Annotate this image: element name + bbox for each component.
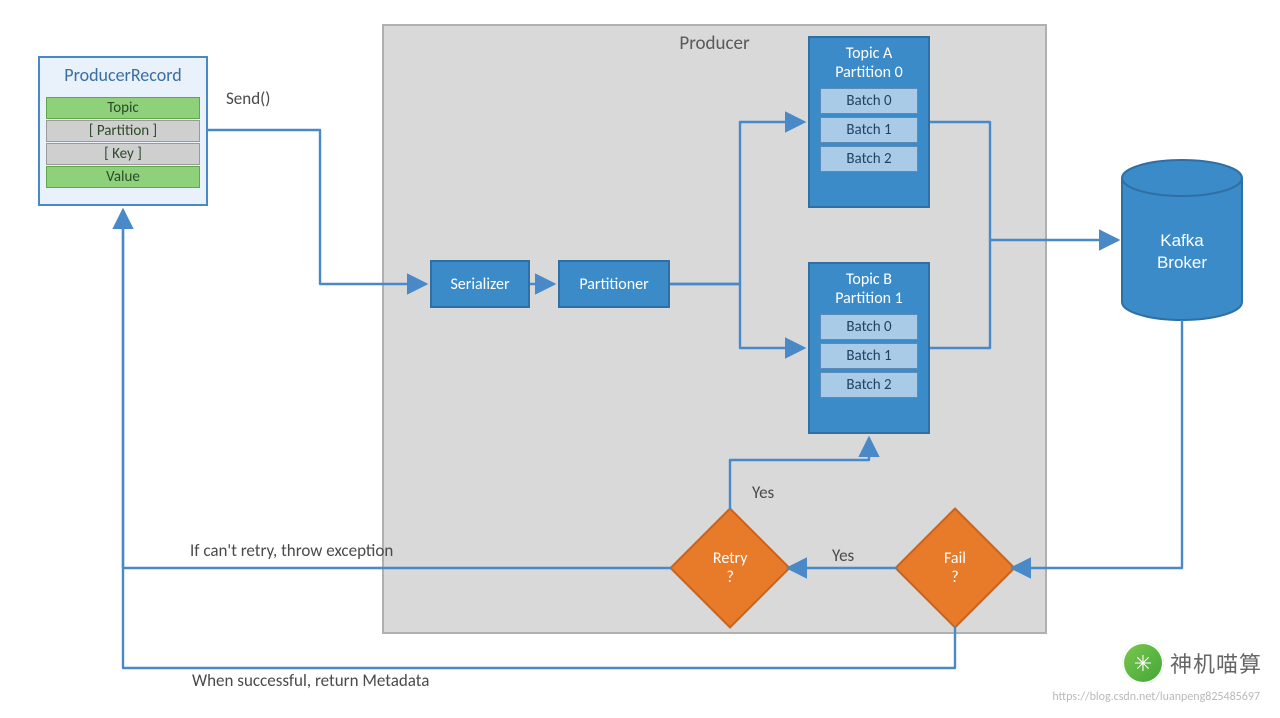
throw-exception-label: If can't retry, throw exception	[190, 540, 393, 561]
svg-text:Broker: Broker	[1157, 253, 1207, 272]
watermark: ✳ 神机喵算	[1122, 642, 1262, 684]
credit-text: https://blog.csdn.net/luanpeng825485697	[1052, 690, 1260, 704]
watermark-text: 神机喵算	[1170, 647, 1262, 679]
yes-mid-label: Yes	[832, 545, 854, 566]
return-metadata-label: When successful, return Metadata	[192, 670, 429, 691]
kafka-broker: Kafka Broker	[0, 0, 1280, 718]
fail-label1: Fail	[944, 549, 966, 568]
svg-text:Kafka: Kafka	[1160, 231, 1204, 250]
fail-label2: ?	[944, 568, 966, 587]
watermark-icon: ✳	[1122, 642, 1164, 684]
send-label: Send()	[226, 88, 270, 109]
yes-top-label: Yes	[752, 482, 774, 503]
retry-label1: Retry	[713, 549, 748, 568]
retry-label2: ?	[713, 568, 748, 587]
